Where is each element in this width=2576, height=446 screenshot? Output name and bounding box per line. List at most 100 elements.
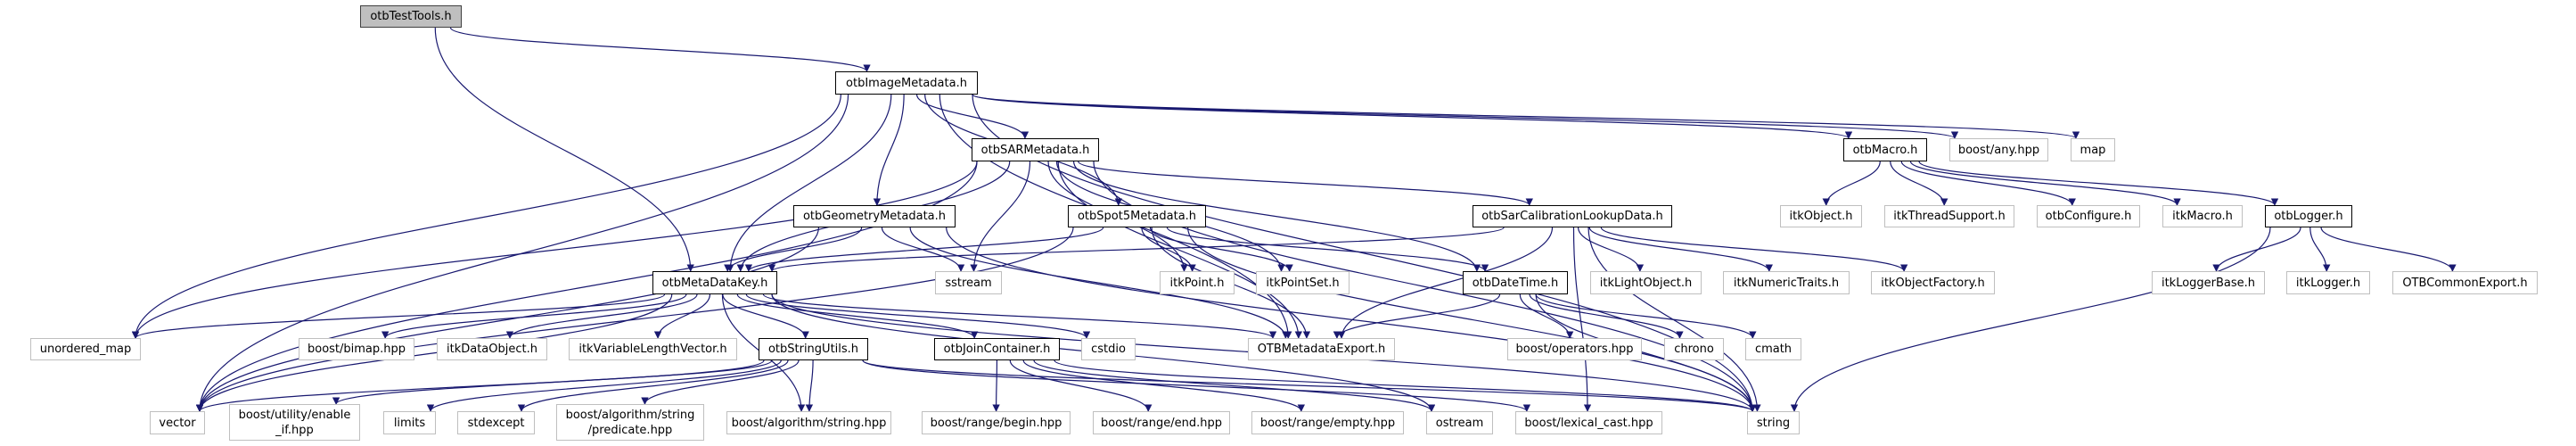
edge-logger-to-itklogger <box>2309 227 2331 272</box>
node-lexcast[interactable]: boost/lexical_cast.hpp <box>1515 411 1662 434</box>
edge-joincontainer-to-ostream <box>1033 359 1436 412</box>
edge-geom-to-vector <box>195 227 820 412</box>
node-stdexcept[interactable]: stdexcept <box>457 411 535 434</box>
edge-metadatakey-to-varlen <box>653 293 711 339</box>
edge-metadatakey-to-cstdio <box>745 293 1091 339</box>
edge-testtools-to-imagemeta <box>449 27 871 72</box>
node-macro[interactable]: otbMacro.h <box>1843 138 1927 161</box>
edge-spot5-to-metadatakey <box>744 227 1104 272</box>
edge-imagemeta-to-anyhpp <box>972 94 1958 139</box>
edge-stringutils-to-string <box>862 359 1756 412</box>
edge-stringutils-to-predicate <box>641 359 800 405</box>
node-stringutils[interactable]: otbStringUtils.h <box>759 338 868 360</box>
node-predicate[interactable]: boost/algorithm/string /predicate.hpp <box>556 404 704 441</box>
node-cstdio[interactable]: cstdio <box>1081 338 1136 360</box>
edge-sarcal-to-numerictraits <box>1588 227 1773 272</box>
node-operators[interactable]: boost/operators.hpp <box>1507 338 1642 360</box>
node-loggerbase[interactable]: itkLoggerBase.h <box>2152 271 2265 294</box>
edge-sarcal-to-lexcast <box>1572 227 1592 412</box>
edge-stringutils-to-enableif <box>332 359 773 405</box>
edge-logger-to-string <box>1790 227 2271 412</box>
edge-stringutils-to-stdexcept <box>517 359 789 412</box>
edge-datetime-to-cmath <box>1535 293 1757 339</box>
node-logger[interactable]: otbLogger.h <box>2265 205 2352 227</box>
edge-stringutils-to-algstring <box>805 359 814 412</box>
edge-macro-to-logger <box>1918 161 2279 206</box>
node-sarmeta[interactable]: otbSARMetadata.h <box>972 138 1099 161</box>
edge-imagemeta-to-map <box>972 94 2080 139</box>
edge-joincontainer-to-empty <box>1022 359 1305 412</box>
node-limits[interactable]: limits <box>383 411 436 434</box>
node-algstring[interactable]: boost/algorithm/string.hpp <box>726 411 891 434</box>
node-metadatakey[interactable]: otbMetaDataKey.h <box>652 271 777 294</box>
node-imagemeta[interactable]: otbImageMetadata.h <box>835 71 978 95</box>
node-spot5[interactable]: otbSpot5Metadata.h <box>1068 205 1206 227</box>
edge-datetime-to-metaexport <box>1333 293 1501 339</box>
edge-spot5-to-itkpointset <box>1149 227 1293 272</box>
edge-imagemeta-to-metadatakey <box>726 94 892 272</box>
edge-sarcal-to-lightobject <box>1578 227 1645 272</box>
node-commonexport[interactable]: OTBCommonExport.h <box>2392 271 2538 294</box>
node-vector[interactable]: vector <box>150 411 205 434</box>
edge-sarcal-to-metadatakey <box>768 227 1505 272</box>
edge-imagemeta-to-geom <box>873 94 905 206</box>
node-itkobject[interactable]: itkObject.h <box>1780 205 1862 227</box>
edge-sarmeta-to-datetime <box>1072 161 1481 272</box>
node-enableif[interactable]: boost/utility/enable _if.hpp <box>229 404 360 441</box>
edge-metadatakey-to-joincontainer <box>736 293 979 339</box>
node-string[interactable]: string <box>1747 411 1800 434</box>
edge-stringutils-to-vector <box>195 359 765 412</box>
node-geom[interactable]: otbGeometryMetadata.h <box>793 205 956 227</box>
node-configure[interactable]: otbConfigure.h <box>2037 205 2140 227</box>
edge-metadatakey-to-stringutils <box>722 293 809 339</box>
node-lightobject[interactable]: itkLightObject.h <box>1590 271 1702 294</box>
node-empty[interactable]: boost/range/empty.hpp <box>1251 411 1404 434</box>
node-testtools[interactable]: otbTestTools.h <box>360 5 462 28</box>
edge-metadatakey-to-bimap <box>381 293 687 339</box>
edge-macro-to-itkobject <box>1822 161 1881 206</box>
edge-datetime-to-operators <box>1519 293 1574 339</box>
edge-metadatakey-to-metaexport <box>762 293 1277 339</box>
node-threadsupport[interactable]: itkThreadSupport.h <box>1884 205 2014 227</box>
edge-sarcal-to-metaexport <box>1337 227 1554 339</box>
node-itkmacro[interactable]: itkMacro.h <box>2162 205 2243 227</box>
node-itklogger[interactable]: itkLogger.h <box>2286 271 2370 294</box>
node-datetime[interactable]: otbDateTime.h <box>1463 271 1568 294</box>
node-begin[interactable]: boost/range/begin.hpp <box>922 411 1071 434</box>
edge-spot5-to-datetime <box>1166 227 1489 272</box>
node-dataobject[interactable]: itkDataObject.h <box>437 338 547 360</box>
node-end[interactable]: boost/range/end.hpp <box>1093 411 1230 434</box>
node-bimap[interactable]: boost/bimap.hpp <box>299 338 414 360</box>
edge-sarmeta-to-sarcal <box>1078 161 1533 206</box>
node-objectfactory[interactable]: itkObjectFactory.h <box>1871 271 1995 294</box>
node-sarcal[interactable]: otbSarCalibrationLookupData.h <box>1473 205 1672 227</box>
edge-macro-to-itkmacro <box>1909 161 2181 206</box>
edge-imagemeta-to-unordered_map <box>131 94 841 339</box>
node-varlen[interactable]: itkVariableLengthVector.h <box>569 338 737 360</box>
edge-spot5-to-vector <box>195 227 1074 412</box>
node-chrono[interactable]: chrono <box>1664 338 1724 360</box>
node-cmath[interactable]: cmath <box>1745 338 1801 360</box>
node-ostream[interactable]: ostream <box>1426 411 1493 434</box>
edge-imagemeta-to-vector <box>195 94 849 412</box>
edge-imagemeta-to-sarmeta <box>915 94 1030 139</box>
node-itkpoint[interactable]: itkPoint.h <box>1160 271 1235 294</box>
edge-stringutils-to-lexcast <box>862 359 1530 412</box>
edge-joincontainer-to-string <box>1054 359 1756 412</box>
node-anyhpp[interactable]: boost/any.hpp <box>1949 138 2048 161</box>
edge-imagemeta-to-macro <box>972 94 1852 139</box>
edge-stringutils-to-limits <box>426 359 782 412</box>
edge-spot5-to-itkpoint <box>1141 227 1196 272</box>
node-map[interactable]: map <box>2071 138 2115 161</box>
node-numerictraits[interactable]: itkNumericTraits.h <box>1723 271 1850 294</box>
edge-metadatakey-to-vector <box>195 293 673 412</box>
edge-testtools-to-metadatakey <box>434 27 694 272</box>
node-metaexport[interactable]: OTBMetadataExport.h <box>1248 338 1395 360</box>
edge-geom-to-metaexport <box>909 227 1290 339</box>
node-sstream[interactable]: sstream <box>935 271 1002 294</box>
node-unordered_map[interactable]: unordered_map <box>30 338 141 360</box>
node-joincontainer[interactable]: otbJoinContainer.h <box>934 338 1060 360</box>
node-itkpointset[interactable]: itkPointSet.h <box>1256 271 1350 294</box>
edge-sarmeta-to-unordered_map <box>131 161 978 339</box>
